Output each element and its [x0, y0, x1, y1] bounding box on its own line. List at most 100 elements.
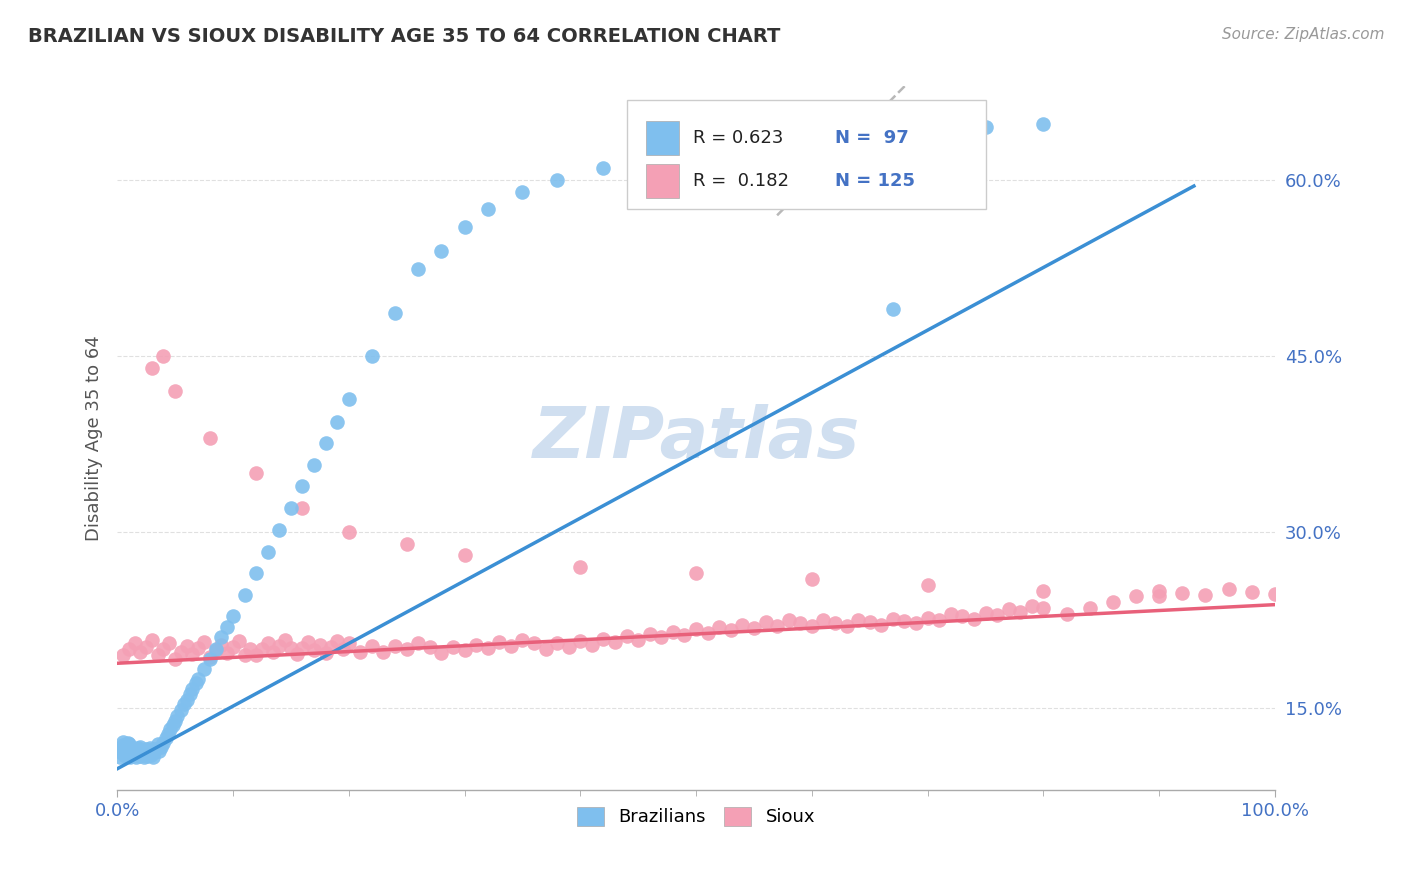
Point [315, 646, 337, 660]
Legend: Brazilians, Sioux: Brazilians, Sioux [569, 800, 823, 834]
Point [742, 621, 765, 635]
Point [117, 736, 139, 750]
Point [974, 120, 997, 135]
Point [285, 647, 308, 661]
Point [245, 648, 267, 662]
Point [118, 642, 141, 657]
Point [592, 161, 614, 176]
Point [569, 560, 592, 574]
Point [165, 651, 187, 665]
Point [108, 750, 131, 764]
Point [673, 628, 696, 642]
Point [165, 384, 187, 399]
Point [184, 676, 207, 690]
Point [662, 624, 685, 639]
Point [173, 698, 195, 712]
Point [406, 262, 429, 277]
Point [441, 640, 464, 654]
Point [274, 632, 297, 647]
Point [131, 747, 153, 762]
Point [209, 631, 232, 645]
Point [121, 747, 143, 762]
Point [742, 138, 765, 153]
Text: Source: ZipAtlas.com: Source: ZipAtlas.com [1222, 27, 1385, 42]
Point [321, 640, 343, 654]
Point [152, 642, 174, 657]
Point [141, 743, 163, 757]
Point [1032, 601, 1054, 615]
Point [465, 638, 488, 652]
Text: ZIPatlas: ZIPatlas [533, 404, 859, 473]
Point [917, 610, 939, 624]
Point [187, 672, 209, 686]
Point [127, 744, 149, 758]
Point [217, 646, 239, 660]
Point [138, 740, 160, 755]
Point [800, 619, 823, 633]
Point [685, 144, 707, 158]
Point [222, 640, 245, 654]
Point [165, 714, 187, 728]
Point [337, 524, 360, 539]
Point [193, 662, 215, 676]
Point [1125, 590, 1147, 604]
Point [124, 636, 146, 650]
Point [1056, 607, 1078, 621]
Point [228, 634, 250, 648]
Point [1240, 584, 1263, 599]
Point [111, 735, 134, 749]
Point [132, 750, 155, 764]
Point [859, 126, 882, 140]
Point [523, 636, 546, 650]
Point [157, 726, 180, 740]
Point [245, 467, 267, 481]
Point [179, 687, 201, 701]
Point [115, 743, 138, 757]
Point [800, 132, 823, 146]
Point [488, 635, 510, 649]
Point [893, 614, 915, 628]
Point [127, 740, 149, 755]
Point [111, 742, 134, 756]
Point [121, 743, 143, 757]
Point [256, 545, 278, 559]
Point [395, 536, 418, 550]
Point [337, 636, 360, 650]
Point [950, 609, 973, 624]
Point [638, 150, 661, 164]
Point [245, 566, 267, 580]
Text: N = 125: N = 125 [835, 172, 915, 190]
Point [118, 742, 141, 756]
Point [181, 682, 204, 697]
Point [326, 415, 349, 429]
Point [112, 747, 135, 762]
Point [1078, 601, 1101, 615]
Point [419, 640, 441, 654]
Point [696, 625, 718, 640]
Point [150, 739, 173, 754]
Point [181, 647, 204, 661]
Point [291, 501, 314, 516]
Point [453, 549, 475, 563]
Point [939, 607, 962, 621]
Point [155, 731, 177, 746]
Point [193, 635, 215, 649]
Point [134, 745, 156, 759]
Point [731, 617, 754, 632]
Point [395, 642, 418, 657]
Point [813, 613, 835, 627]
Point [217, 620, 239, 634]
Point [859, 615, 882, 630]
Point [152, 736, 174, 750]
Point [139, 747, 162, 762]
Point [638, 627, 661, 641]
Point [789, 616, 811, 631]
Point [222, 609, 245, 624]
Point [233, 588, 256, 602]
Text: N =  97: N = 97 [835, 128, 908, 146]
Point [198, 651, 221, 665]
Point [111, 648, 134, 662]
Point [778, 613, 800, 627]
Point [125, 750, 148, 764]
Point [125, 745, 148, 759]
